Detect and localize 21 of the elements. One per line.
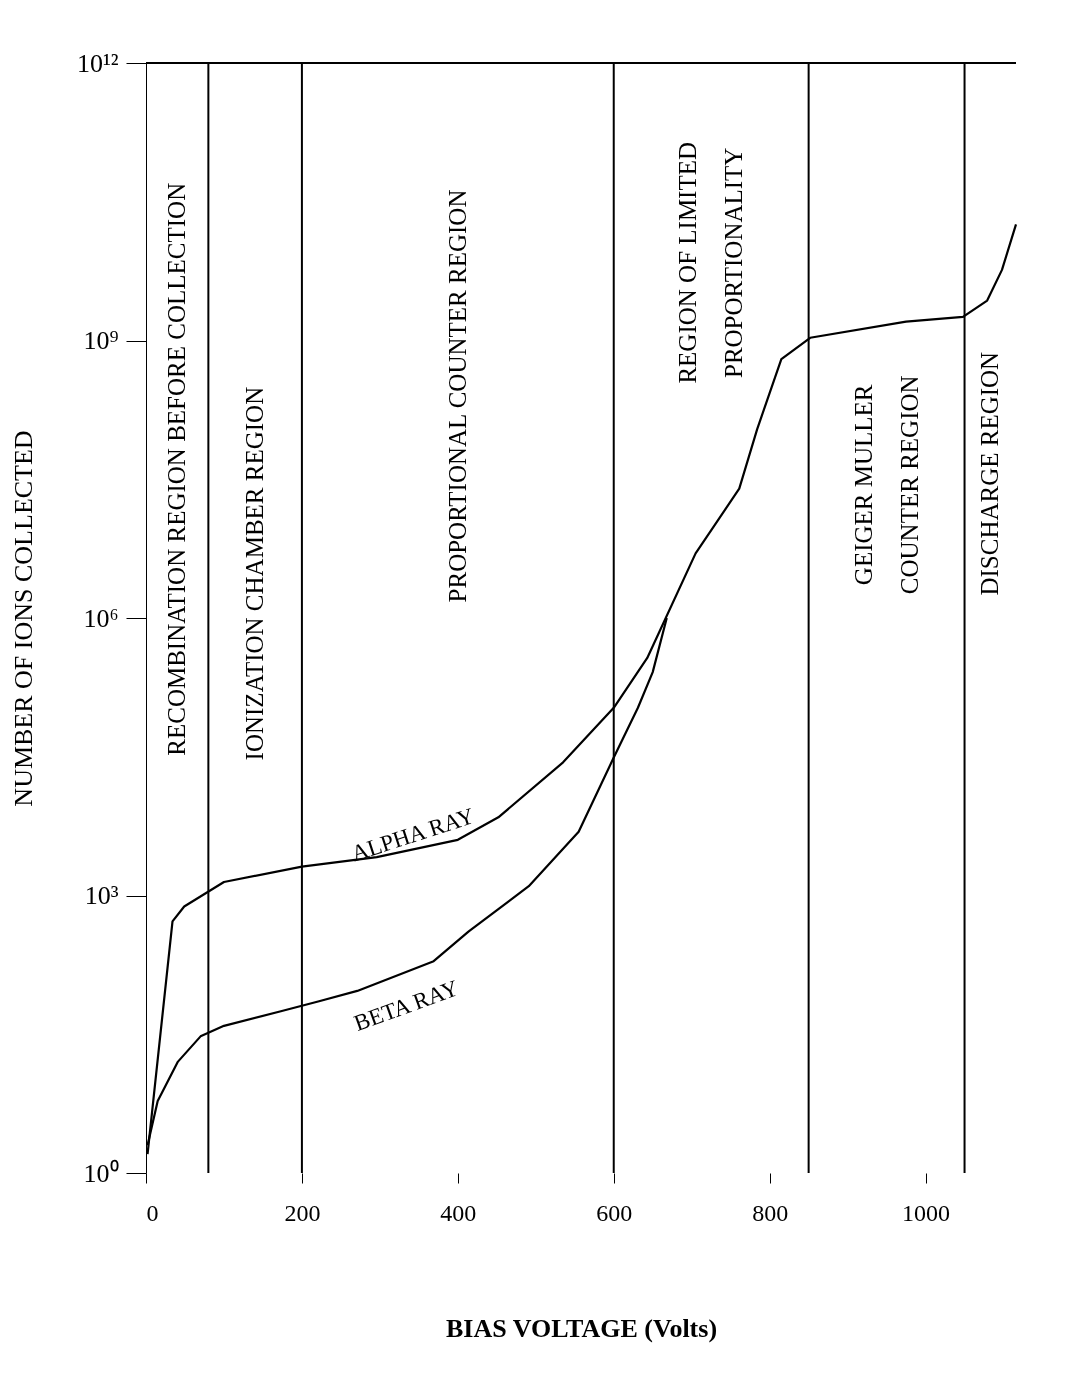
text: BETA RAY bbox=[350, 975, 463, 1037]
x-tick-label: 200 bbox=[284, 1199, 321, 1226]
annotation: DISCHARGE REGION bbox=[976, 351, 1004, 596]
annotation: IONIZATION CHAMBER REGION bbox=[241, 386, 269, 761]
text: ALPHA RAY bbox=[348, 802, 478, 867]
x-tick-label: 800 bbox=[752, 1199, 789, 1226]
y-tick-label: 10³ bbox=[84, 881, 119, 910]
x-tick-label: 1000 bbox=[902, 1199, 951, 1226]
y-tick-label: 10⁰ bbox=[83, 1158, 119, 1188]
annotation: REGION OF LIMITED PROPORTIONALITY bbox=[674, 141, 748, 384]
annotation: GEIGER MULLER COUNTER REGION bbox=[849, 375, 923, 595]
y-tick-label: 10⁹ bbox=[83, 326, 119, 355]
annotation: PROPORTIONAL COUNTER REGION bbox=[443, 189, 471, 603]
x-axis-title: BIAS VOLTAGE (Volts) bbox=[445, 1313, 718, 1343]
annotation: RECOMBINATION REGION BEFORE COLLECTION bbox=[163, 182, 191, 756]
y-tick-label: 10¹² bbox=[76, 48, 119, 78]
y-axis-title: NUMBER OF IONS COLLECTED bbox=[8, 430, 38, 807]
y-tick-label: 10⁶ bbox=[83, 603, 119, 633]
x-tick-label: 600 bbox=[596, 1199, 633, 1226]
x-tick-label: 400 bbox=[440, 1199, 477, 1226]
x-tick-label: 0 bbox=[146, 1199, 159, 1226]
